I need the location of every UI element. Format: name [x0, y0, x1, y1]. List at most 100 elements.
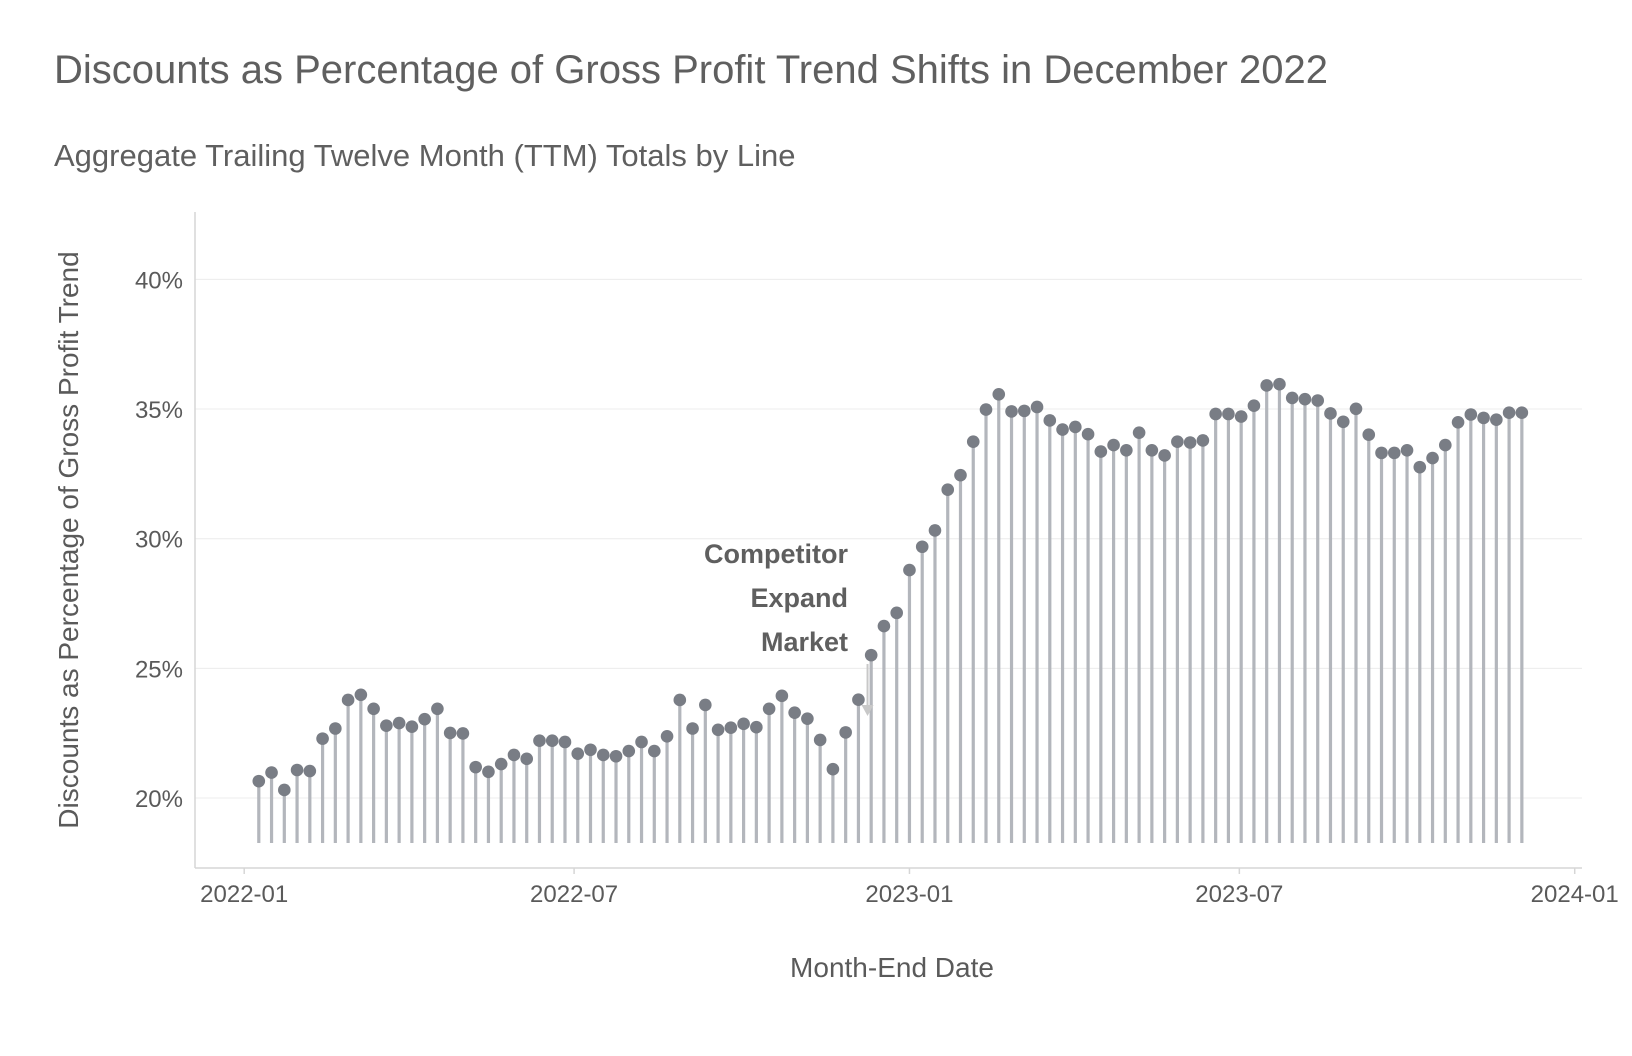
- data-point: [1158, 449, 1171, 462]
- data-point: [494, 757, 508, 771]
- data-point: [903, 563, 916, 577]
- data-point: [877, 619, 891, 633]
- data-point: [813, 733, 827, 747]
- data-point: [380, 719, 393, 732]
- data-point: [1311, 394, 1325, 407]
- chart-subtitle: Aggregate Trailing Twelve Month (TTM) To…: [54, 138, 796, 173]
- y-tick-label: 20%: [135, 786, 183, 813]
- data-point: [1081, 427, 1095, 441]
- data-point: [469, 760, 482, 774]
- data-point: [1439, 438, 1452, 452]
- annotation-line-3: Market: [761, 627, 848, 657]
- data-point: [1273, 377, 1286, 391]
- data-point: [647, 744, 661, 758]
- x-tick-labels: 2022-01 2022-07 2023-01 2023-07 2024-01: [200, 881, 1619, 908]
- data-point: [1005, 405, 1018, 418]
- data-point: [1120, 443, 1133, 457]
- data-point: [1145, 443, 1159, 457]
- data-point: [520, 752, 534, 766]
- data-point: [711, 723, 725, 737]
- data-point: [354, 688, 368, 702]
- y-tick-label: 30%: [135, 527, 183, 554]
- data-point: [507, 748, 521, 762]
- data-point: [1502, 406, 1516, 419]
- data-point: [839, 726, 852, 739]
- data-point: [1171, 435, 1184, 449]
- annotation-line-2: Expand: [750, 583, 848, 613]
- data-point: [826, 762, 840, 776]
- data-point: [1222, 407, 1235, 421]
- data-point: [1260, 379, 1273, 392]
- data-point: [673, 693, 687, 707]
- data-point: [278, 783, 291, 797]
- data-point: [622, 744, 636, 758]
- data-point: [1400, 443, 1414, 457]
- data-point: [418, 712, 431, 726]
- data-point: [443, 726, 457, 740]
- data-point: [367, 702, 380, 716]
- data-point: [584, 743, 597, 757]
- data-point: [596, 748, 610, 762]
- data-point: [1324, 407, 1337, 420]
- x-tick-label: 2022-01: [200, 881, 288, 908]
- data-point: [1017, 404, 1031, 418]
- data-point: [265, 766, 278, 779]
- data-point: [635, 735, 648, 749]
- data-point: [545, 734, 559, 747]
- data-point: [1196, 434, 1210, 447]
- data-point: [1349, 402, 1363, 416]
- y-tick-label: 25%: [135, 656, 183, 683]
- data-point: [571, 747, 585, 760]
- data-point: [1464, 408, 1478, 421]
- data-point: [1515, 406, 1529, 419]
- data-point: [1336, 415, 1350, 429]
- data-point: [290, 763, 304, 777]
- x-axis-title: Month-End Date: [790, 952, 994, 983]
- data-point: [316, 732, 329, 745]
- data-point: [1426, 451, 1439, 465]
- data-point: [915, 540, 929, 554]
- data-point: [966, 435, 980, 449]
- data-point: [954, 468, 967, 482]
- x-tick-label: 2024-01: [1531, 881, 1619, 908]
- data-point: [928, 524, 942, 537]
- data-point: [1298, 392, 1312, 406]
- data-point: [1285, 391, 1299, 405]
- data-point: [979, 403, 993, 416]
- x-tick-label: 2023-07: [1195, 881, 1283, 908]
- annotation: Competitor Expand Market: [704, 539, 874, 716]
- chart-title: Discounts as Percentage of Gross Profit …: [54, 48, 1328, 92]
- data-point: [1043, 414, 1057, 427]
- data-point: [1183, 436, 1197, 449]
- data-point: [1094, 445, 1108, 458]
- data-point: [558, 735, 572, 749]
- y-tick-label: 40%: [135, 267, 183, 294]
- data-point: [1107, 438, 1120, 452]
- data-point: [1477, 411, 1490, 425]
- data-point: [801, 712, 814, 725]
- points: [252, 377, 1529, 797]
- data-point: [1375, 446, 1388, 460]
- y-axis-title: Discounts as Percentage of Gross Profit …: [53, 251, 84, 828]
- data-point: [1387, 446, 1401, 460]
- data-point: [864, 648, 878, 662]
- data-point: [660, 729, 674, 743]
- x-tick-label: 2022-07: [530, 881, 618, 908]
- data-point: [533, 734, 546, 747]
- data-point: [1451, 415, 1465, 429]
- data-point: [341, 693, 355, 707]
- data-point: [788, 706, 801, 719]
- axes: [194, 212, 1582, 874]
- data-point: [762, 702, 776, 716]
- data-point: [852, 693, 865, 707]
- data-point: [482, 765, 495, 779]
- data-point: [1247, 399, 1261, 412]
- data-point: [1030, 400, 1044, 414]
- data-point: [1209, 407, 1222, 421]
- data-point: [699, 698, 712, 712]
- data-point: [303, 764, 317, 778]
- data-point: [890, 606, 904, 620]
- y-tick-label: 35%: [135, 397, 183, 424]
- annotation-line-1: Competitor: [704, 539, 848, 569]
- data-point: [405, 720, 419, 733]
